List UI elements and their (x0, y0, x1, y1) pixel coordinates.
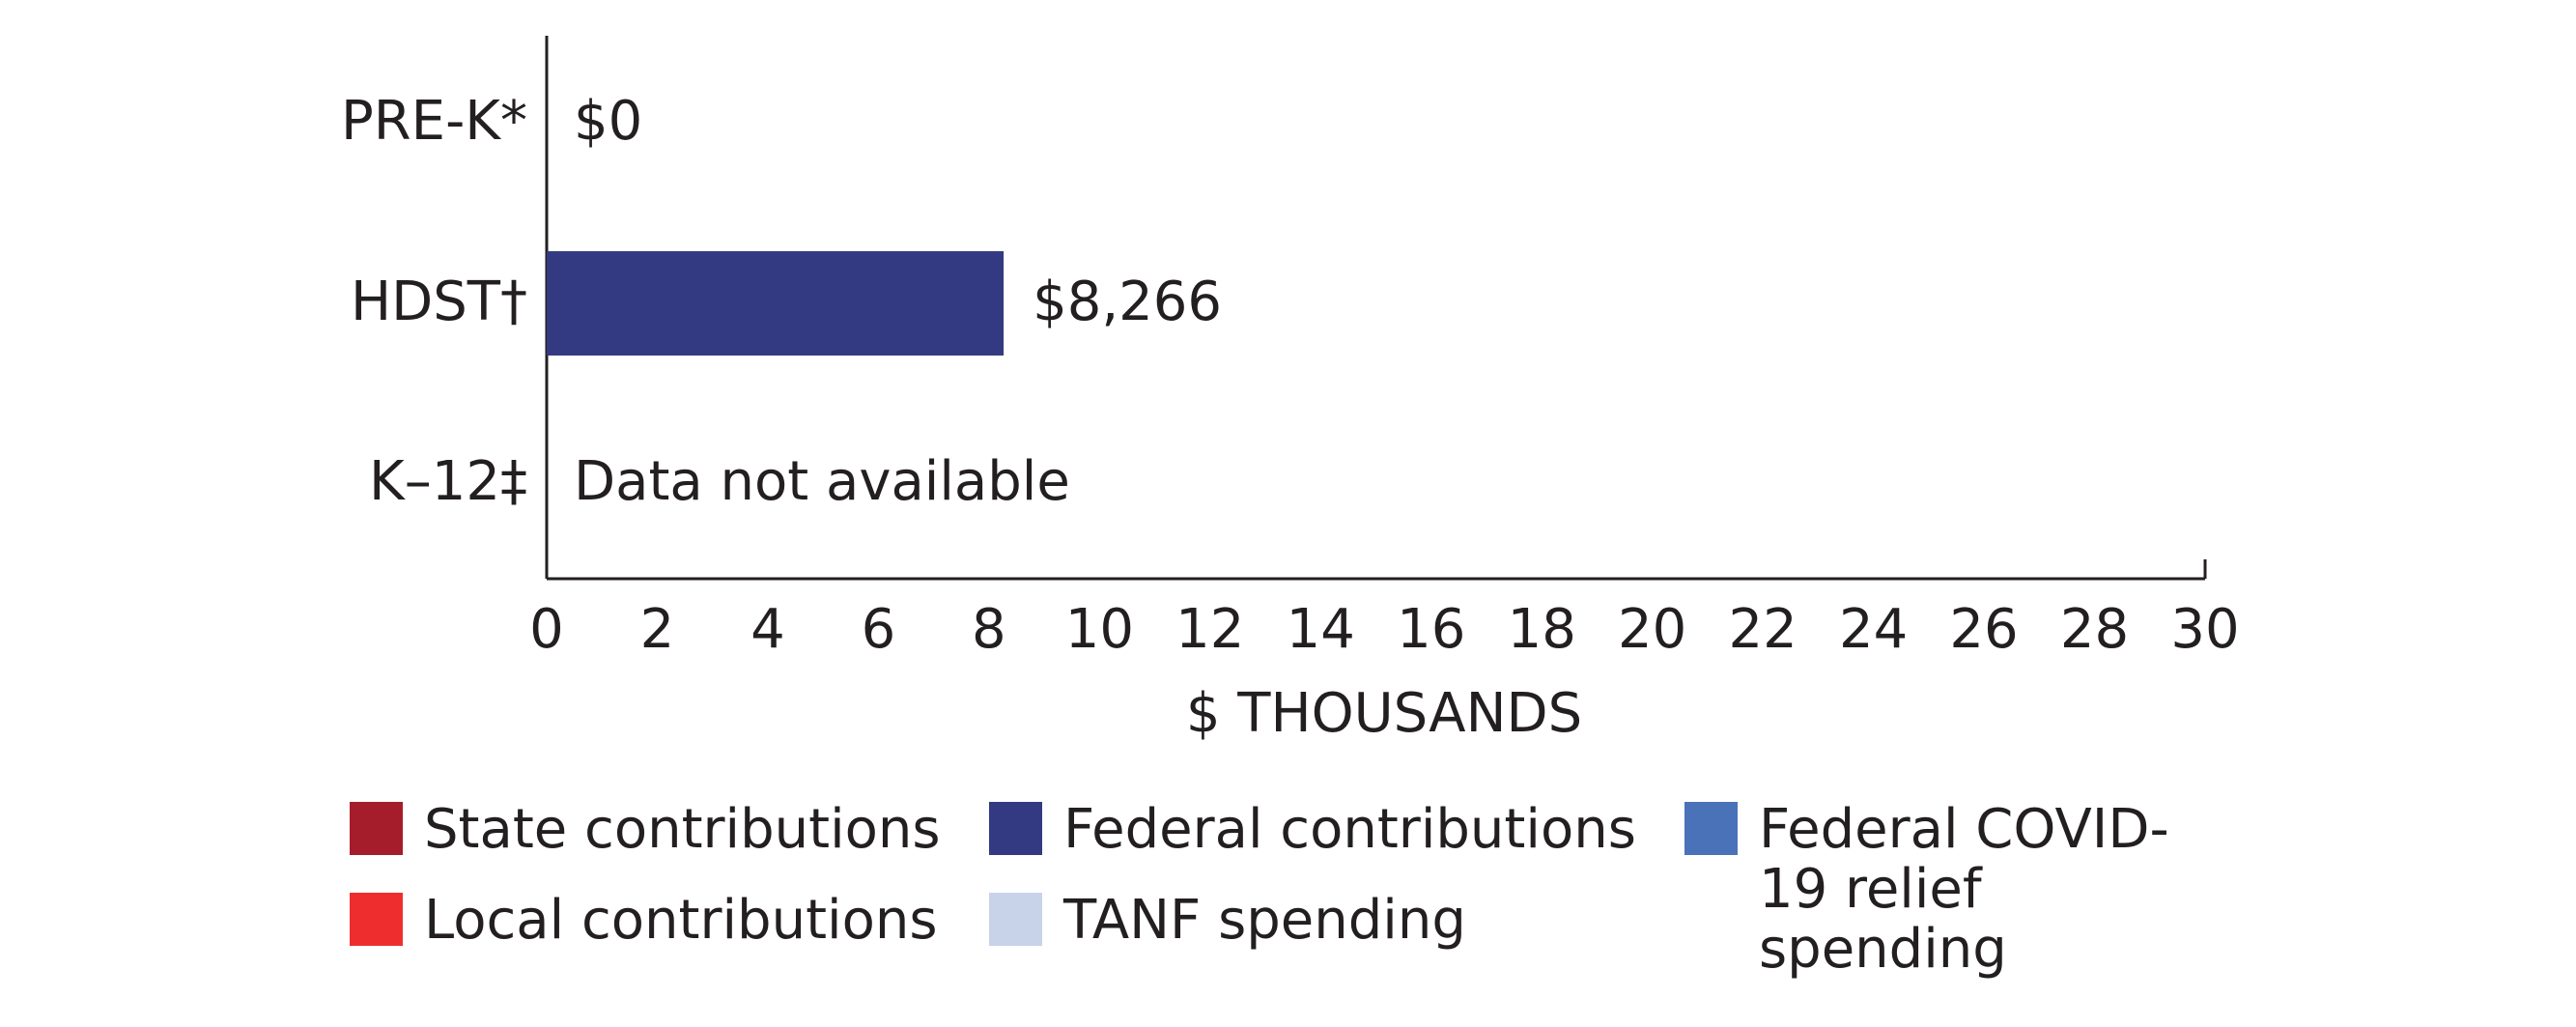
category-label: PRE-K* (341, 90, 527, 153)
legend-label: TANF spending (1063, 889, 1466, 952)
x-tick-label: 6 (862, 598, 896, 661)
x-tick-label: 30 (2170, 598, 2239, 661)
x-tick-label: 10 (1065, 598, 1134, 661)
x-tick-label: 2 (640, 598, 675, 661)
category-label: K–12‡ (369, 450, 527, 513)
legend-item: TANF spending (989, 891, 1665, 951)
x-tick-label: 24 (1839, 598, 1908, 661)
legend-swatch (989, 893, 1042, 946)
x-tick-label: 12 (1175, 598, 1244, 661)
legend-swatch (1684, 802, 1738, 855)
x-tick-label: 18 (1508, 598, 1576, 661)
x-tick-label: 0 (529, 598, 564, 661)
category-label: HDST† (351, 271, 527, 333)
x-tick-label: 26 (1949, 598, 2018, 661)
legend-label: Local contributions (424, 889, 938, 952)
legend-swatch (350, 802, 403, 855)
x-axis-title: $ THOUSANDS (1186, 682, 1582, 745)
legend-item: Federal contributions (989, 800, 1665, 860)
legend-label: Federal COVID-19 relief spending (1759, 798, 2169, 981)
legend-swatch (350, 893, 403, 946)
value-label: $0 (574, 90, 642, 153)
x-tick-label: 16 (1397, 598, 1465, 661)
x-tick-label: 8 (972, 598, 1006, 661)
legend-label: Federal contributions (1063, 798, 1636, 861)
x-tick-label: 4 (750, 598, 785, 661)
bar-segment (547, 251, 1005, 356)
x-tick-label: 20 (1618, 598, 1686, 661)
legend-swatch (989, 802, 1042, 855)
value-label: Data not available (574, 450, 1070, 513)
legend-item: Federal COVID-19 relief spending (1684, 800, 2225, 980)
legend-label: State contributions (424, 798, 941, 861)
x-tick-label: 14 (1287, 598, 1355, 661)
legend-item: Local contributions (350, 891, 948, 951)
x-tick-label: 28 (2060, 598, 2129, 661)
value-label: $8,266 (1033, 271, 1222, 333)
legend-item: State contributions (350, 800, 948, 860)
x-tick-label: 22 (1729, 598, 1798, 661)
